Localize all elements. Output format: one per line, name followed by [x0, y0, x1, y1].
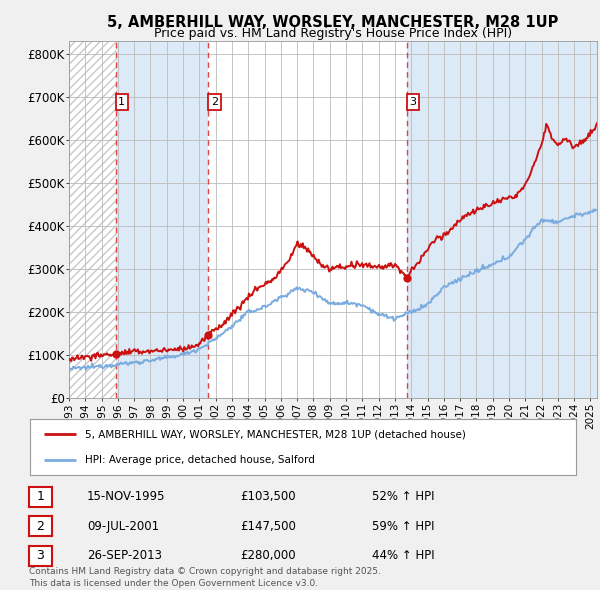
- Text: 2: 2: [211, 97, 218, 107]
- Point: [111, 349, 121, 359]
- Text: 09-JUL-2001: 09-JUL-2001: [87, 520, 159, 533]
- Text: 5, AMBERHILL WAY, WORSLEY, MANCHESTER, M28 1UP: 5, AMBERHILL WAY, WORSLEY, MANCHESTER, M…: [107, 15, 559, 30]
- Text: 5, AMBERHILL WAY, WORSLEY, MANCHESTER, M28 1UP (detached house): 5, AMBERHILL WAY, WORSLEY, MANCHESTER, M…: [85, 429, 466, 439]
- Text: £147,500: £147,500: [240, 520, 296, 533]
- Text: Contains HM Land Registry data © Crown copyright and database right 2025.
This d: Contains HM Land Registry data © Crown c…: [29, 568, 380, 588]
- Text: Price paid vs. HM Land Registry's House Price Index (HPI): Price paid vs. HM Land Registry's House …: [154, 27, 512, 40]
- Point: [203, 330, 213, 339]
- Text: £280,000: £280,000: [240, 549, 296, 562]
- Text: 59% ↑ HPI: 59% ↑ HPI: [372, 520, 434, 533]
- Text: 1: 1: [118, 97, 125, 107]
- Text: 26-SEP-2013: 26-SEP-2013: [87, 549, 162, 562]
- Text: 2: 2: [36, 520, 44, 533]
- Text: 1: 1: [36, 490, 44, 503]
- Text: 44% ↑ HPI: 44% ↑ HPI: [372, 549, 434, 562]
- Text: 52% ↑ HPI: 52% ↑ HPI: [372, 490, 434, 503]
- Text: 3: 3: [410, 97, 416, 107]
- Text: £103,500: £103,500: [240, 490, 296, 503]
- Text: 15-NOV-1995: 15-NOV-1995: [87, 490, 166, 503]
- Text: HPI: Average price, detached house, Salford: HPI: Average price, detached house, Salf…: [85, 455, 314, 465]
- Text: 3: 3: [36, 549, 44, 562]
- Point: [403, 273, 412, 283]
